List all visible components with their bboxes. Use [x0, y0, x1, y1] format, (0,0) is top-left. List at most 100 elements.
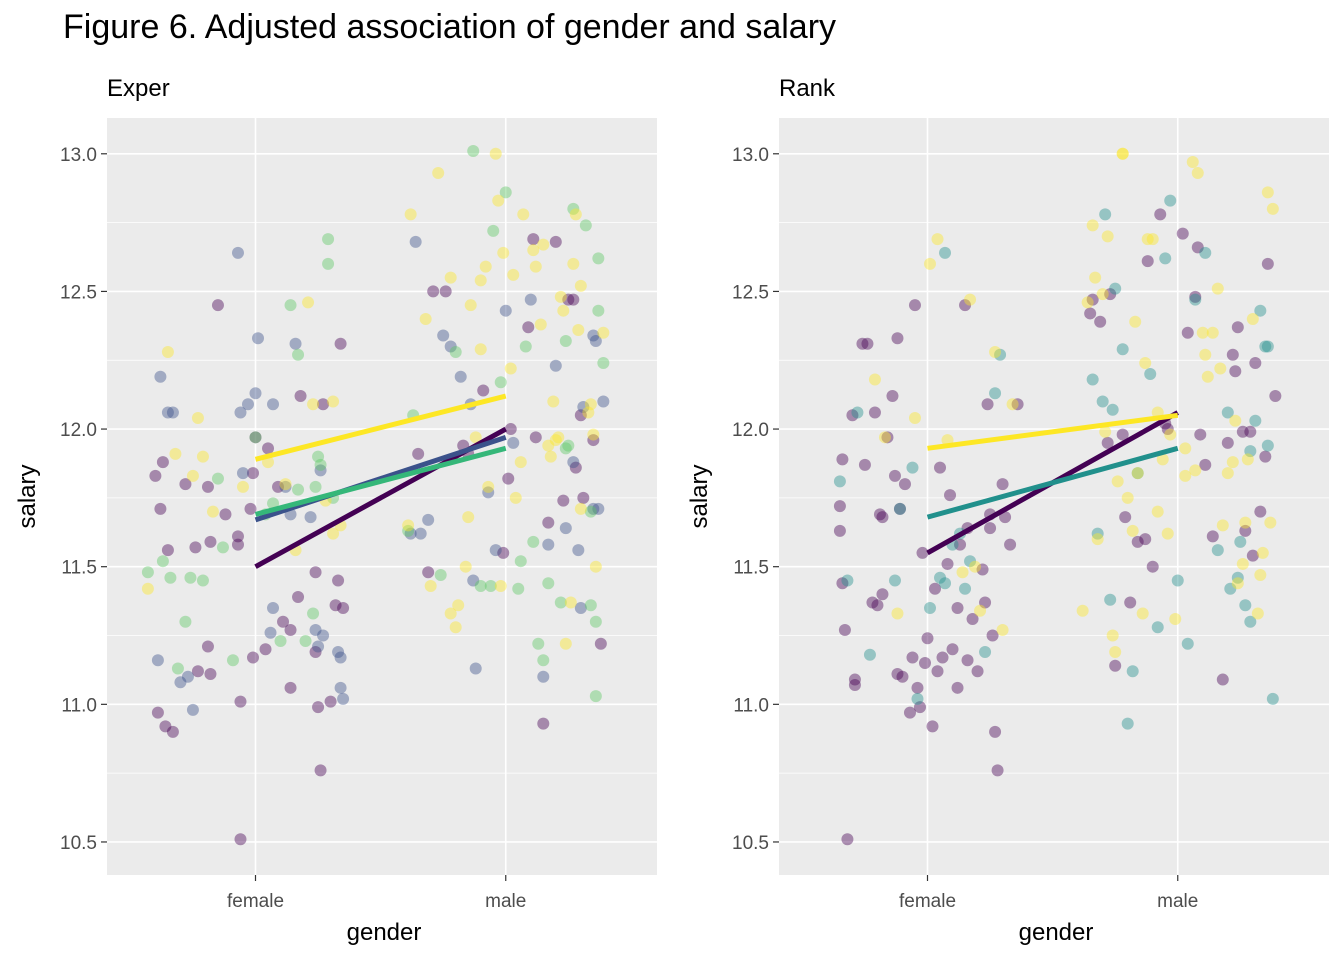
data-point	[554, 596, 567, 609]
data-point	[171, 662, 184, 675]
data-point	[572, 544, 585, 557]
data-point	[494, 376, 507, 389]
data-point	[891, 332, 904, 345]
data-point	[1099, 425, 1112, 438]
data-point	[467, 145, 480, 158]
data-point	[479, 260, 492, 273]
data-point	[838, 624, 851, 637]
data-point	[302, 296, 315, 309]
data-point	[519, 340, 532, 353]
data-point	[309, 566, 322, 579]
data-point	[1091, 533, 1104, 546]
data-point	[959, 299, 972, 312]
data-point	[868, 373, 881, 386]
data-point	[284, 681, 297, 694]
data-point	[307, 398, 320, 411]
data-point	[589, 690, 602, 703]
data-point	[1116, 147, 1129, 160]
y-tick-label: 12.0	[60, 420, 97, 441]
data-point	[1109, 659, 1122, 672]
data-point	[574, 409, 587, 422]
data-point	[1109, 282, 1122, 295]
data-point	[1264, 516, 1277, 529]
data-point	[946, 643, 959, 656]
data-point	[427, 285, 440, 298]
data-point	[582, 406, 595, 419]
data-point	[856, 337, 869, 350]
data-point	[916, 546, 929, 559]
data-point	[507, 436, 520, 449]
data-point	[452, 599, 465, 612]
data-point	[587, 329, 600, 342]
data-point	[159, 720, 172, 733]
y-tick-label: 11.5	[733, 558, 769, 579]
data-point	[252, 332, 265, 345]
data-point	[497, 246, 510, 259]
data-point	[893, 502, 906, 515]
data-point	[1011, 398, 1024, 411]
data-point	[422, 566, 435, 579]
data-point	[1216, 519, 1229, 532]
data-point	[1231, 577, 1244, 590]
data-point	[562, 293, 575, 306]
data-point	[1266, 692, 1279, 705]
data-point	[1156, 453, 1169, 466]
data-point	[959, 582, 972, 595]
data-point	[908, 299, 921, 312]
data-point	[304, 511, 317, 524]
data-point	[1159, 252, 1172, 265]
data-point	[989, 345, 1002, 358]
data-point	[1164, 428, 1177, 441]
data-point	[201, 640, 214, 653]
data-point	[1189, 464, 1202, 477]
data-point	[579, 219, 592, 232]
data-point	[522, 321, 535, 334]
data-point	[424, 579, 437, 592]
data-point	[1131, 467, 1144, 480]
data-point	[1151, 621, 1164, 634]
data-point	[898, 478, 911, 491]
data-point	[464, 299, 477, 312]
data-point	[542, 577, 555, 590]
data-point	[1191, 167, 1204, 180]
data-point	[289, 337, 302, 350]
data-point	[231, 530, 244, 543]
data-point	[589, 560, 602, 573]
data-point	[1226, 456, 1239, 469]
data-point	[234, 695, 247, 708]
panel-background	[779, 118, 1329, 875]
data-point	[1266, 202, 1279, 215]
data-point	[1181, 637, 1194, 650]
data-point	[462, 511, 475, 524]
data-point	[552, 431, 565, 444]
data-point	[444, 340, 457, 353]
data-point	[934, 571, 947, 584]
data-point	[484, 579, 497, 592]
data-point	[1084, 307, 1097, 320]
data-point	[1261, 257, 1274, 270]
data-point	[262, 442, 275, 455]
data-point	[1104, 288, 1117, 301]
data-point	[1129, 315, 1142, 328]
data-point	[312, 450, 325, 463]
data-point	[156, 456, 169, 469]
data-point	[1246, 549, 1259, 562]
data-point	[1216, 673, 1229, 686]
data-point	[549, 434, 562, 447]
x-tick-label-male: male	[485, 891, 526, 912]
data-point	[951, 681, 964, 694]
data-point	[1256, 546, 1269, 559]
data-point	[589, 334, 602, 347]
data-point	[236, 467, 249, 480]
data-point	[141, 582, 154, 595]
data-point	[971, 665, 984, 678]
data-point	[913, 701, 926, 714]
data-point	[432, 167, 445, 180]
data-point	[529, 431, 542, 444]
data-point	[314, 464, 327, 477]
data-point	[1211, 544, 1224, 557]
data-point	[537, 654, 550, 667]
fit-line	[926, 445, 1179, 520]
data-point	[179, 615, 192, 628]
data-point	[334, 681, 347, 694]
